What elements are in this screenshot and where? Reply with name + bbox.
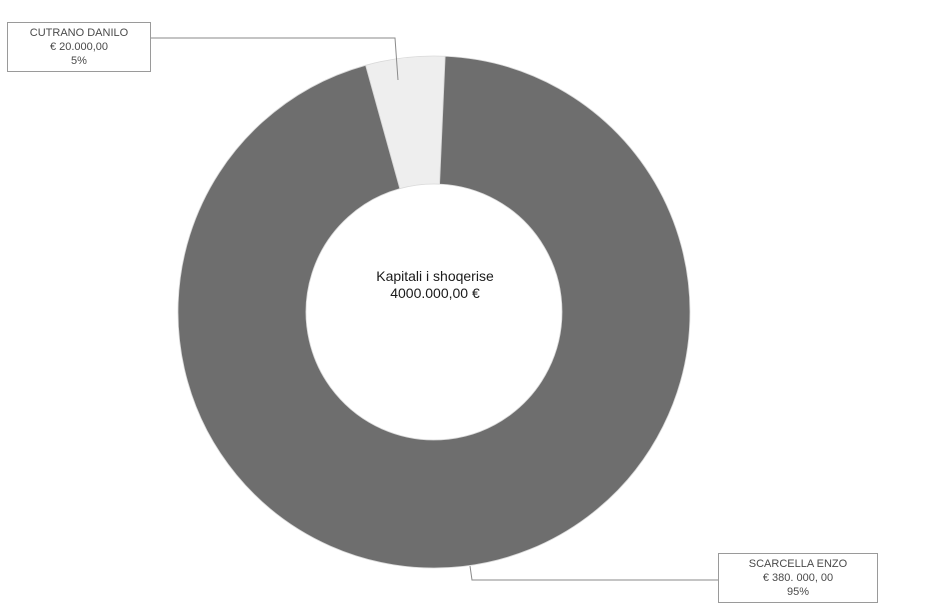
donut-slice-scarcella-enzo [177, 55, 691, 569]
data-label-name: SCARCELLA ENZO [748, 558, 848, 570]
data-label-cutrano-danilo: CUTRANO DANILO € 20.000,00 5% [7, 22, 151, 72]
data-label-percent: 95% [786, 586, 810, 598]
leader-line-scarcella-enzo [469, 565, 718, 581]
data-label-value: € 380. 000, 00 [762, 572, 834, 584]
donut-slices [177, 55, 691, 569]
center-label-title: Kapitali i shoqerise [376, 268, 494, 284]
data-label-scarcella-enzo: SCARCELLA ENZO € 380. 000, 00 95% [718, 553, 878, 603]
data-label-name: CUTRANO DANILO [29, 27, 129, 39]
data-label-value: € 20.000,00 [49, 41, 109, 53]
donut-center-label: Kapitali i shoqerise 4000.000,00 € [318, 268, 552, 302]
leader-lines [150, 37, 718, 581]
data-label-percent: 5% [71, 55, 87, 67]
leader-line-cutrano-danilo [150, 37, 399, 81]
center-label-total: 4000.000,00 € [390, 285, 480, 301]
